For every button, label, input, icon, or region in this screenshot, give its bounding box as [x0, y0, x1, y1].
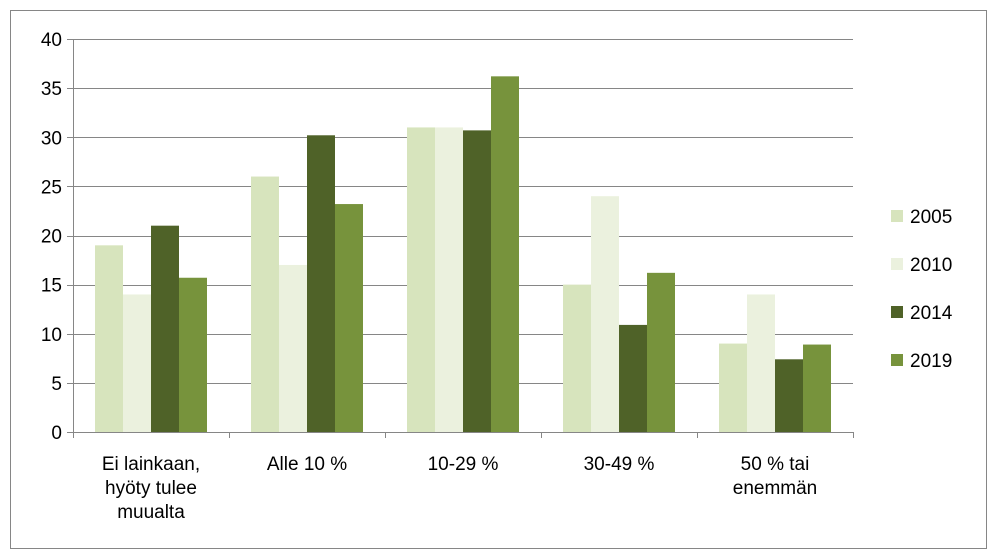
x-category-label: 10-29 %	[428, 454, 499, 475]
bar-2010	[123, 294, 151, 432]
bar-2019	[491, 76, 519, 433]
x-category-label: 30-49 %	[584, 454, 655, 475]
bar-2014	[151, 225, 179, 432]
y-tick-label: 20	[41, 227, 62, 248]
bar-2014	[619, 324, 647, 432]
y-tick-label: 35	[41, 79, 62, 100]
bar-2005	[719, 343, 747, 432]
legend-swatch-2019	[891, 354, 903, 366]
legend-label-2014: 2014	[910, 303, 953, 324]
bar-2010	[747, 294, 775, 432]
bar-2019	[647, 272, 675, 432]
bar-2019	[335, 204, 363, 432]
bar-2014	[775, 359, 803, 432]
y-tick-label: 0	[51, 423, 62, 444]
legend-label-2010: 2010	[910, 255, 952, 276]
legend-label-2019: 2019	[910, 351, 952, 372]
bar-2005	[95, 245, 123, 432]
legend-swatch-2005	[891, 210, 903, 222]
x-category-label: Alle 10 %	[267, 454, 347, 475]
y-tick-label: 5	[51, 374, 62, 395]
bar-2005	[563, 284, 591, 432]
legend: 2005 2010 2014 2019	[891, 207, 953, 372]
bar-2005	[407, 127, 435, 433]
bar-2019	[179, 277, 207, 432]
bars	[95, 76, 831, 433]
y-tick-label: 25	[41, 177, 62, 198]
y-tick-labels: 0 5 10 15 20 25 30 35 40	[41, 30, 62, 444]
axes	[67, 39, 854, 438]
x-category-label: 50 % tai enemmän	[733, 454, 818, 499]
bar-2010	[591, 196, 619, 432]
bar-2010	[279, 264, 307, 432]
y-tick-label: 40	[41, 30, 62, 51]
y-tick-label: 15	[41, 276, 62, 297]
bar-2014	[307, 135, 335, 432]
bar-2014	[463, 130, 491, 432]
y-tick-label: 10	[41, 325, 62, 346]
x-category-label: Ei lainkaan, hyöty tulee muualta	[102, 454, 200, 523]
legend-swatch-2014	[891, 306, 903, 318]
x-category-labels: Ei lainkaan, hyöty tulee muualta Alle 10 % 1…	[102, 454, 817, 523]
bar-2010	[435, 127, 463, 433]
bar-2005	[251, 176, 279, 432]
legend-swatch-2010	[891, 258, 903, 270]
y-tick-label: 30	[41, 128, 62, 149]
legend-label-2005: 2005	[910, 207, 952, 228]
bar-2019	[803, 344, 831, 432]
